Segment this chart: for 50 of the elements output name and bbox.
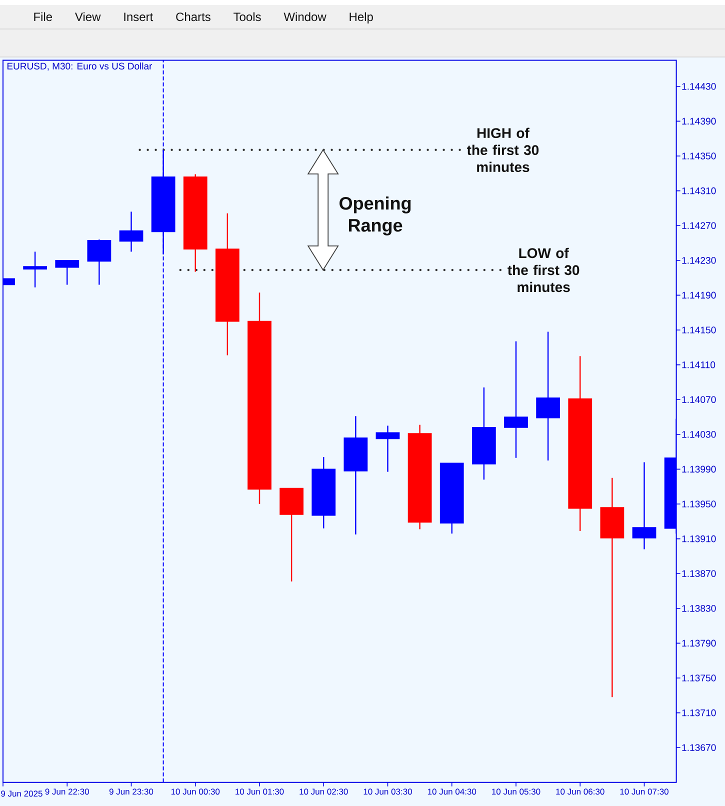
chart-title: EURUSD, M30: Euro vs US Dollar bbox=[7, 62, 152, 71]
y-tick-label: 1.14390 bbox=[682, 118, 716, 125]
y-tick-label: 1.14310 bbox=[682, 187, 716, 194]
y-tick-label: 1.13750 bbox=[682, 674, 716, 682]
x-tick-label: 10 Jun 07:30 bbox=[620, 788, 668, 795]
candlestick bbox=[55, 260, 80, 286]
text: Insert bbox=[124, 12, 154, 22]
y-tick-label: 1.13950 bbox=[682, 500, 716, 508]
text: Tools bbox=[234, 12, 261, 22]
text: Help bbox=[350, 12, 373, 24]
text: File bbox=[34, 12, 52, 22]
y-tick-label: 1.13830 bbox=[682, 605, 716, 612]
y-tick-label: 1.14270 bbox=[682, 222, 716, 229]
y-tick-label: 1.13910 bbox=[682, 535, 716, 542]
candlestick bbox=[87, 238, 112, 286]
annotation: Opening Range bbox=[340, 196, 411, 236]
x-tick-label: 10 Jun 01:30 bbox=[236, 788, 284, 795]
y-tick-label: 1.14150 bbox=[682, 326, 716, 334]
text: View bbox=[74, 12, 101, 22]
x-tick-label: 10 Jun 00:30 bbox=[171, 788, 220, 795]
y-tick-label: 1.14070 bbox=[682, 396, 716, 403]
text: Window bbox=[284, 12, 326, 22]
series-label: HIGH of the first 30 minutes bbox=[466, 128, 539, 172]
x-tick-label: 9 Jun 22:30 bbox=[45, 788, 89, 795]
y-tick-label: 1.13670 bbox=[682, 744, 716, 751]
x-tick-label: 10 Jun 02:30 bbox=[300, 788, 348, 795]
x-tick-label: 10 Jun 05:30 bbox=[492, 788, 540, 795]
candlestick bbox=[632, 462, 656, 550]
x-tick-label: 10 Jun 04:30 bbox=[428, 788, 476, 795]
y-tick-label: 1.14230 bbox=[682, 256, 716, 264]
y-tick-label: 1.13710 bbox=[682, 709, 716, 716]
y-tick-label: 1.14430 bbox=[682, 82, 716, 90]
candlestick bbox=[536, 331, 560, 462]
y-tick-label: 1.14030 bbox=[682, 431, 716, 438]
candlestick bbox=[504, 340, 528, 458]
series-label: LOW of the first 30 minutes bbox=[508, 248, 580, 292]
y-tick-label: 1.14350 bbox=[682, 152, 716, 160]
candlestick bbox=[23, 251, 48, 288]
y-tick-label: 1.13870 bbox=[682, 570, 716, 577]
x-tick-label: 9 Jun 23:30 bbox=[109, 788, 154, 795]
candlestick bbox=[376, 425, 400, 472]
x-tick-label: 10 Jun 03:30 bbox=[364, 788, 412, 795]
x-tick-label: 9 Jun 2025 bbox=[1, 790, 42, 797]
y-tick-label: 1.13790 bbox=[682, 640, 716, 647]
candlestick bbox=[119, 211, 144, 252]
y-tick-label: 1.13990 bbox=[682, 466, 716, 473]
y-tick-label: 1.14190 bbox=[682, 292, 716, 299]
x-tick-label: 10 Jun 06:30 bbox=[556, 788, 604, 795]
text: Charts bbox=[176, 12, 210, 22]
y-tick-label: 1.14110 bbox=[682, 361, 716, 368]
